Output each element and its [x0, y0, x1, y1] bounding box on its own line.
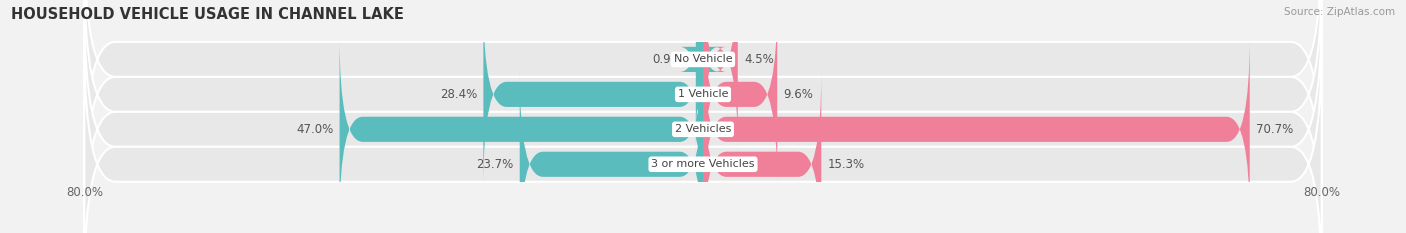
FancyBboxPatch shape [84, 0, 1322, 217]
Text: HOUSEHOLD VEHICLE USAGE IN CHANNEL LAKE: HOUSEHOLD VEHICLE USAGE IN CHANNEL LAKE [11, 7, 404, 22]
FancyBboxPatch shape [520, 72, 703, 233]
FancyBboxPatch shape [703, 0, 738, 152]
FancyBboxPatch shape [703, 2, 778, 187]
Text: 1 Vehicle: 1 Vehicle [678, 89, 728, 99]
Text: 15.3%: 15.3% [828, 158, 865, 171]
Text: 4.5%: 4.5% [744, 53, 773, 66]
FancyBboxPatch shape [84, 42, 1322, 233]
Text: 3 or more Vehicles: 3 or more Vehicles [651, 159, 755, 169]
FancyBboxPatch shape [681, 0, 718, 152]
FancyBboxPatch shape [703, 72, 821, 233]
FancyBboxPatch shape [703, 37, 1250, 222]
FancyBboxPatch shape [484, 2, 703, 187]
FancyBboxPatch shape [340, 37, 703, 222]
Text: 0.93%: 0.93% [652, 53, 689, 66]
Text: No Vehicle: No Vehicle [673, 55, 733, 64]
Text: 28.4%: 28.4% [440, 88, 477, 101]
Text: 23.7%: 23.7% [477, 158, 513, 171]
FancyBboxPatch shape [84, 0, 1322, 182]
FancyBboxPatch shape [84, 7, 1322, 233]
Text: 2 Vehicles: 2 Vehicles [675, 124, 731, 134]
Text: Source: ZipAtlas.com: Source: ZipAtlas.com [1284, 7, 1395, 17]
Text: 70.7%: 70.7% [1256, 123, 1294, 136]
Text: 9.6%: 9.6% [783, 88, 813, 101]
Text: 47.0%: 47.0% [297, 123, 333, 136]
